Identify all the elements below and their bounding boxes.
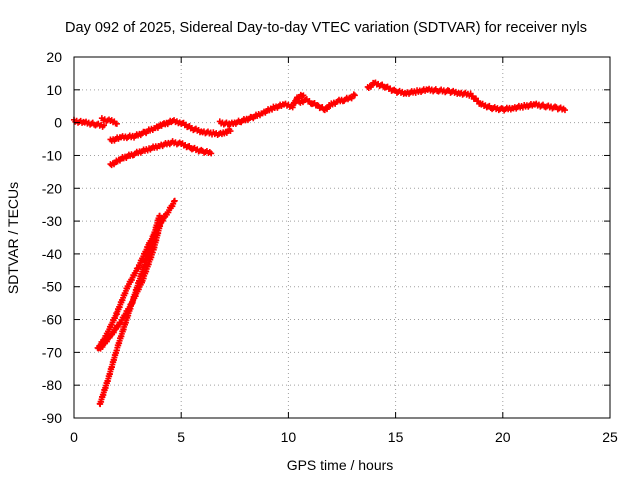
- y-tick-label: -40: [42, 246, 62, 262]
- y-tick-label: 10: [46, 82, 62, 98]
- x-tick-label: 15: [388, 429, 404, 445]
- y-axis-label: SDTVAR / TECUs: [5, 182, 21, 294]
- data-point: [300, 92, 307, 99]
- y-tick-label: -70: [42, 344, 62, 360]
- data-point: [208, 150, 215, 157]
- x-tick-label: 0: [70, 429, 78, 445]
- series-arc-j: [364, 79, 568, 114]
- x-tick-label: 5: [177, 429, 185, 445]
- y-tick-label: -90: [42, 410, 62, 426]
- y-tick-label: 0: [54, 115, 62, 131]
- data-point: [156, 212, 163, 219]
- x-tick-label: 20: [495, 429, 511, 445]
- y-tick-label: -20: [42, 180, 62, 196]
- x-axis-label: GPS time / hours: [287, 457, 394, 473]
- y-tick-label: 20: [46, 49, 62, 65]
- data-points: [71, 79, 568, 408]
- y-tick-label: -10: [42, 147, 62, 163]
- y-tick-label: -30: [42, 213, 62, 229]
- series-arc-i: [296, 91, 358, 114]
- data-point: [101, 122, 108, 129]
- x-tick-label: 25: [602, 429, 618, 445]
- series-arc-d: [107, 138, 215, 169]
- y-tick-label: -50: [42, 279, 62, 295]
- y-tick-label: -80: [42, 377, 62, 393]
- data-point: [351, 92, 358, 99]
- series-arc-g: [96, 212, 163, 408]
- series-arc-b: [98, 115, 120, 127]
- plot-frame: [73, 56, 611, 419]
- x-tick-label: 10: [281, 429, 297, 445]
- axis-ticks: 0 5 10 15 20 25 20 10 0 -10 -20 -30 -40 -50 -60 -70 -80 -…: [42, 49, 618, 445]
- data-point: [227, 128, 234, 135]
- y-tick-label: -60: [42, 312, 62, 328]
- chart-title: Day 092 of 2025, Sidereal Day-to-day VTE…: [65, 20, 587, 36]
- grid-lines: [74, 57, 610, 418]
- data-point: [113, 120, 120, 127]
- data-point: [561, 107, 568, 114]
- data-point: [171, 197, 178, 204]
- series-arc-h: [216, 91, 307, 128]
- data-point: [350, 91, 357, 98]
- series-arc-c: [107, 117, 234, 144]
